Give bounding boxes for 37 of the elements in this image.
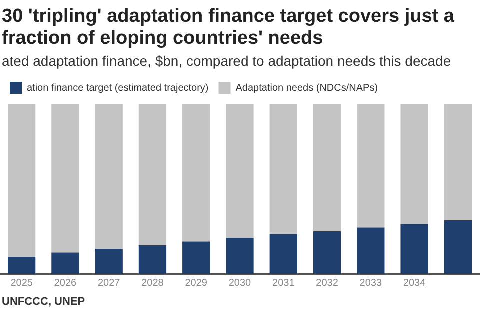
x-tick-label: 2031 <box>272 278 296 289</box>
x-tick-label: 2034 <box>403 278 426 289</box>
bar <box>52 104 80 253</box>
bar <box>8 257 36 274</box>
text: UNFCCC, UNEP <box>1 295 86 310</box>
bar <box>444 104 472 220</box>
chart-title: 30 'tripling' adaptation finance target covers just a fraction of eloping countries' needs <box>1 5 456 50</box>
x-tick-label: 2025 <box>10 278 34 289</box>
bar <box>400 104 428 224</box>
bar <box>182 104 210 242</box>
bar <box>52 252 80 274</box>
bar <box>138 104 167 246</box>
x-tick-label: 2033 <box>360 278 382 289</box>
x-tick-label: 2027 <box>98 278 121 289</box>
bar <box>313 104 342 232</box>
bar <box>182 242 210 274</box>
bar <box>95 249 123 274</box>
bar <box>400 224 428 274</box>
legend-label: Adaptation needs (NDCs/NAPs) <box>236 82 378 94</box>
chart-subtitle: ated adaptation finance, $bn, compared to adaptation needs this decade <box>1 52 452 71</box>
bar <box>95 104 123 250</box>
bar <box>226 238 254 274</box>
bar <box>226 104 254 238</box>
x-tick-label: 2028 <box>142 278 164 289</box>
bar <box>270 234 298 274</box>
bar <box>270 104 298 234</box>
bar <box>444 220 472 274</box>
bar <box>357 104 385 228</box>
bar <box>357 228 385 274</box>
legend-label: ation finance target (estimated trajectory) <box>27 82 209 94</box>
x-tick-label: 2030 <box>228 278 252 289</box>
bar <box>313 232 342 274</box>
x-tick-label: 2029 <box>185 278 208 289</box>
bar <box>138 245 167 274</box>
x-tick-label: 2026 <box>54 278 78 289</box>
bar <box>8 104 36 257</box>
x-tick-label: 2032 <box>316 278 339 289</box>
